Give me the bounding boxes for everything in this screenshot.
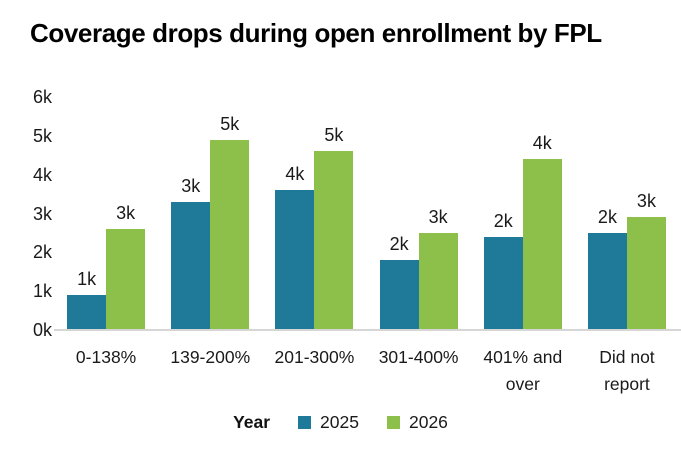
x-category-label: 139-200% — [170, 347, 251, 367]
bar-slot: 5k — [210, 97, 250, 330]
legend-title: Year — [233, 412, 271, 432]
legend-series-label: 2026 — [408, 412, 448, 432]
bar-slot: 2k — [587, 97, 627, 330]
legend-item-2026: 2026 — [386, 412, 448, 433]
bar-2026 — [314, 151, 354, 330]
chart-title: Coverage drops during open enrollment by… — [30, 18, 602, 48]
bar-slot: 3k — [106, 97, 146, 330]
bar-2025 — [67, 295, 107, 330]
x-category-label: 401% and over — [483, 347, 563, 395]
legend: Year 2025 2026 — [0, 412, 681, 433]
bar-value-label: 2k — [597, 206, 617, 227]
bar-value-label: 3k — [636, 191, 656, 212]
x-axis-labels: 0-138% 139-200% 201-300% 301-400% 401% and o… — [54, 344, 679, 398]
bar-slot: 5k — [314, 97, 354, 330]
bar-slot: 4k — [275, 97, 315, 330]
plot-area: 1k 3k 3k 5k 4k 5k 2k 3k 2k 4k 2k 3k — [54, 97, 679, 330]
bar-value-label: 2k — [493, 210, 513, 231]
legend-item-2025: 2025 — [298, 412, 359, 433]
x-category-label: Did not report — [599, 347, 655, 395]
bar-2026 — [106, 229, 146, 330]
x-axis-line — [54, 329, 681, 331]
bar-value-label: 5k — [220, 113, 240, 134]
legend-swatch-2025 — [298, 416, 312, 429]
bar-slot: 3k — [626, 97, 666, 330]
bar-group: 2k 4k — [471, 97, 575, 330]
bar-slot: 1k — [67, 97, 107, 330]
bar-2026 — [522, 159, 562, 330]
bar-value-label: 1k — [77, 269, 97, 290]
bar-value-label: 4k — [532, 133, 552, 154]
bar-slot: 3k — [171, 97, 211, 330]
bar-value-label: 3k — [116, 203, 136, 224]
bar-group: 1k 3k — [54, 97, 158, 330]
bar-group: 2k 3k — [367, 97, 471, 330]
x-category-label: 201-300% — [274, 347, 355, 367]
y-axis: 0k 1k 2k 3k 4k 5k 6k — [20, 88, 52, 339]
legend-swatch-2026 — [386, 416, 400, 429]
y-tick-label: 0k — [32, 320, 52, 340]
y-tick-label: 2k — [32, 242, 52, 263]
bar-value-label: 4k — [285, 164, 305, 185]
bar-slot: 4k — [522, 97, 562, 330]
y-tick-label: 5k — [32, 125, 52, 146]
bar-2026 — [210, 139, 250, 330]
bar-2025 — [587, 232, 627, 330]
bar-group: 4k 5k — [262, 97, 366, 330]
bar-2026 — [626, 217, 666, 330]
bar-value-label: 5k — [324, 125, 344, 146]
bar-value-label: 2k — [389, 234, 409, 255]
bar-value-label: 3k — [181, 175, 201, 196]
y-tick-label: 6k — [32, 87, 52, 107]
bar-group: 2k 3k — [575, 97, 679, 330]
y-tick-label: 1k — [32, 281, 52, 302]
bar-value-label: 3k — [428, 206, 448, 227]
bar-slot: 2k — [483, 97, 523, 330]
bar-slot: 2k — [379, 97, 419, 330]
bar-2025 — [379, 260, 419, 330]
bar-group: 3k 5k — [158, 97, 262, 330]
bar-2025 — [275, 190, 315, 330]
bar-2025 — [171, 201, 211, 330]
bar-2025 — [483, 236, 523, 330]
legend-series-label: 2025 — [320, 412, 359, 432]
bar-2026 — [418, 232, 458, 330]
y-tick-label: 3k — [32, 203, 52, 224]
bar-slot: 3k — [418, 97, 458, 330]
y-tick-label: 4k — [32, 164, 52, 185]
x-category-label: 0-138% — [75, 347, 137, 367]
x-category-label: 301-400% — [378, 347, 459, 367]
